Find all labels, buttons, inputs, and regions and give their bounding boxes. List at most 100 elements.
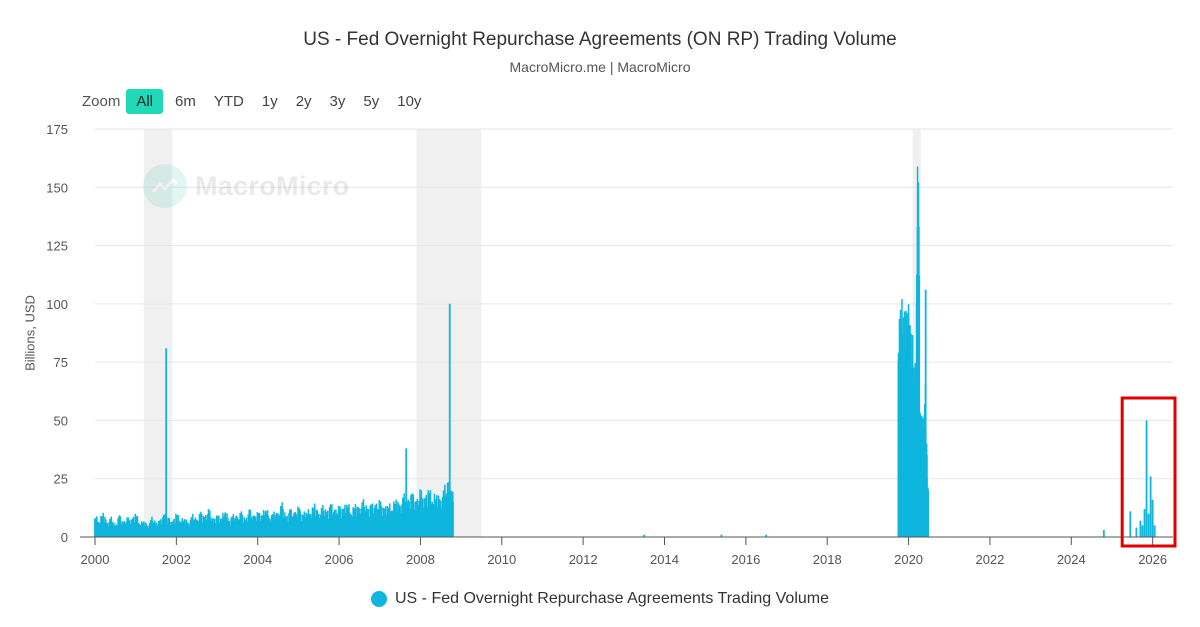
bar (246, 521, 249, 537)
y-tick-label: 175 (46, 122, 68, 137)
bar (225, 517, 227, 537)
bar (111, 522, 113, 537)
bar (196, 520, 199, 537)
bar (351, 516, 353, 537)
bar (122, 524, 125, 537)
recession-band (143, 129, 173, 537)
bar (357, 506, 359, 537)
bar (174, 523, 176, 537)
legend[interactable]: US - Fed Overnight Repurchase Agreements… (0, 590, 1200, 608)
bar (240, 511, 243, 537)
bar (432, 504, 435, 537)
bar (353, 508, 355, 537)
bar (258, 513, 261, 537)
bar (200, 513, 203, 537)
bar (379, 509, 381, 537)
bar (144, 526, 146, 537)
bar (356, 506, 358, 537)
bar (428, 493, 431, 537)
bar (423, 513, 426, 537)
bar (137, 523, 140, 537)
bar (381, 515, 384, 537)
bar (379, 501, 382, 537)
bar (404, 501, 406, 537)
bar (169, 521, 171, 537)
bar (108, 521, 110, 537)
bar (327, 510, 329, 537)
bar (384, 506, 387, 537)
bar (413, 509, 415, 537)
bar (188, 526, 191, 537)
bar (206, 514, 209, 537)
zoom-button-2y[interactable]: 2y (295, 92, 312, 110)
y-tick-label: 125 (46, 239, 68, 254)
bar (200, 511, 202, 537)
x-tick-label: 2010 (487, 552, 516, 567)
bar (434, 499, 437, 537)
bar (259, 521, 262, 537)
bar (341, 518, 343, 537)
bar (395, 499, 397, 537)
bar (234, 517, 236, 537)
bar (294, 511, 297, 537)
bar (201, 522, 204, 537)
bar (313, 503, 316, 537)
bar (245, 517, 248, 537)
bar (192, 520, 195, 537)
bar (318, 513, 320, 537)
bar (412, 494, 414, 537)
zoom-button-all[interactable]: All (126, 88, 164, 114)
bar (250, 516, 253, 537)
chart-area[interactable]: 0 25 50 75 100 125 150 175 2000 2002 2004 2006 2008 2… (0, 0, 1200, 580)
bar (195, 519, 198, 537)
zoom-button-10y[interactable]: 10y (397, 92, 422, 110)
zoom-button-ytd[interactable]: YTD (213, 92, 244, 110)
bar (198, 514, 201, 537)
bar (270, 522, 272, 537)
bar (414, 501, 416, 537)
bar (212, 524, 214, 537)
bar (411, 493, 414, 537)
bar (396, 512, 398, 537)
zoom-button-5y[interactable]: 5y (363, 92, 380, 110)
x-tick-label: 2018 (813, 552, 842, 567)
bar (226, 513, 228, 537)
bar (1102, 530, 1105, 537)
highlight-box (1120, 396, 1177, 548)
bar (123, 521, 126, 537)
zoom-button-3y[interactable]: 3y (329, 92, 346, 110)
bar (94, 520, 96, 537)
bar (373, 507, 376, 537)
bar (359, 514, 362, 537)
bar (400, 513, 402, 537)
bar (393, 503, 396, 537)
bar (132, 516, 135, 537)
bar (102, 512, 104, 537)
bar (311, 507, 314, 537)
bar (430, 503, 433, 537)
bar (330, 505, 332, 537)
bar (360, 508, 363, 537)
bar (244, 520, 247, 537)
bar (131, 518, 134, 537)
bar (306, 514, 309, 537)
bar (273, 511, 275, 537)
bar (407, 499, 410, 537)
zoom-button-6m[interactable]: 6m (175, 92, 196, 110)
y-tick-label: 100 (46, 297, 68, 312)
bar (440, 500, 442, 537)
zoom-button-1y[interactable]: 1y (261, 92, 278, 110)
legend-marker (371, 591, 387, 607)
bar (346, 508, 349, 537)
bar (1141, 525, 1144, 537)
bar (107, 525, 109, 537)
bar (214, 523, 217, 537)
bar (96, 521, 99, 537)
x-tick-label: 2002 (162, 552, 191, 567)
bar (338, 515, 340, 537)
bar (403, 493, 405, 537)
bar (314, 516, 317, 537)
x-tick-label: 2014 (650, 552, 679, 567)
bar (283, 517, 285, 537)
bar (449, 489, 451, 537)
